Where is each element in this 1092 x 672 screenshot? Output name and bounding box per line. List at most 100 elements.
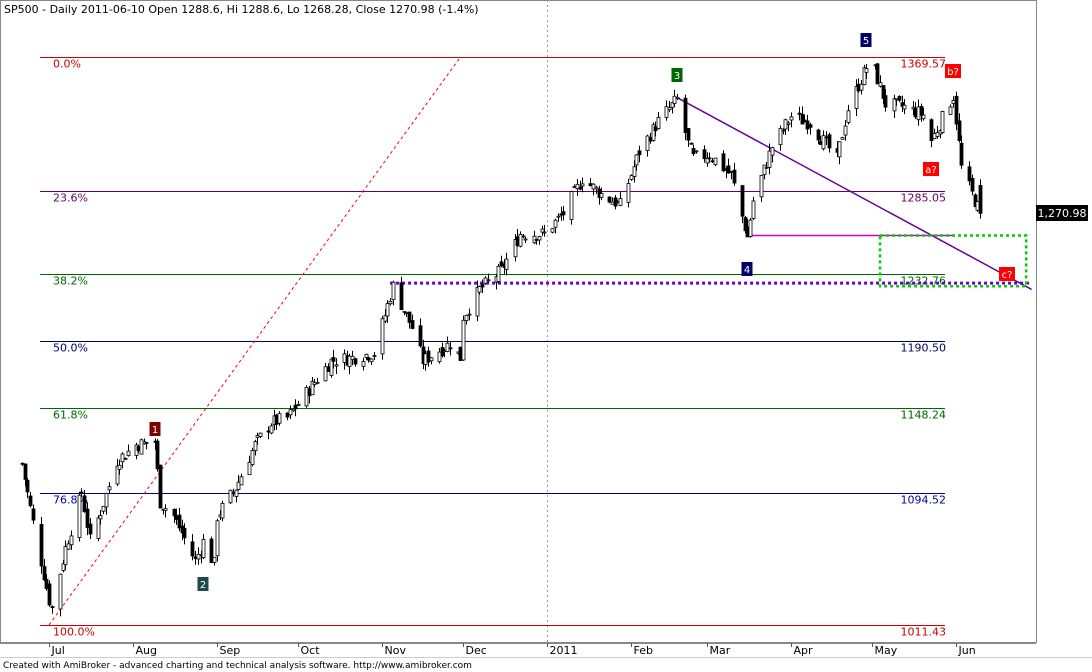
candle bbox=[667, 101, 672, 113]
candle-body-up bbox=[437, 351, 442, 363]
candle bbox=[361, 357, 366, 371]
candle bbox=[190, 534, 195, 561]
fib-level-percent: 0.0% bbox=[53, 58, 81, 71]
candle-body-up bbox=[894, 98, 899, 101]
candle bbox=[878, 75, 883, 88]
candle bbox=[935, 125, 940, 139]
candle-body-up bbox=[789, 116, 794, 121]
candle bbox=[846, 104, 851, 125]
candle bbox=[883, 89, 888, 112]
candle bbox=[201, 533, 206, 559]
wave-label: 1 bbox=[149, 422, 161, 436]
candle-body-up bbox=[63, 546, 68, 566]
chart-title: SP500 - Daily 2011-06-10 Open 1288.6, Hi… bbox=[4, 3, 479, 16]
candle-body-down bbox=[158, 464, 163, 509]
candle bbox=[323, 362, 328, 382]
candle-body-up bbox=[878, 82, 883, 87]
candle bbox=[594, 185, 599, 194]
candle bbox=[751, 196, 756, 221]
candle-body-down bbox=[480, 283, 485, 288]
candle bbox=[629, 174, 634, 181]
candle-body-down bbox=[929, 119, 934, 142]
candle-body-up bbox=[296, 403, 301, 406]
candle bbox=[69, 530, 74, 550]
wave-label-box bbox=[197, 577, 209, 591]
candle-body-down bbox=[174, 515, 179, 520]
candle bbox=[177, 508, 182, 532]
candle bbox=[664, 100, 669, 121]
candle-body-down bbox=[827, 134, 832, 149]
candle-body-up bbox=[786, 122, 791, 125]
candle-body-up bbox=[675, 96, 680, 99]
candle bbox=[580, 177, 585, 193]
candle bbox=[759, 174, 764, 202]
candle bbox=[445, 336, 450, 353]
candle bbox=[212, 556, 217, 566]
candle bbox=[464, 314, 469, 325]
candle-body-up bbox=[948, 106, 953, 115]
candle bbox=[66, 540, 71, 550]
candle-body-down bbox=[686, 128, 691, 141]
x-tick-label: Oct bbox=[301, 644, 321, 657]
candle-body-down bbox=[209, 538, 214, 563]
candle bbox=[959, 135, 964, 169]
candle-body-up bbox=[656, 117, 661, 129]
fib-level-value: 1094.52 bbox=[901, 494, 947, 507]
candle-body-up bbox=[361, 361, 366, 367]
candle-body-up bbox=[139, 439, 144, 455]
candle-body-up bbox=[626, 183, 631, 203]
candle-body-up bbox=[315, 381, 320, 384]
candle bbox=[296, 400, 301, 407]
candle bbox=[954, 91, 959, 131]
candle-body-up bbox=[916, 106, 921, 121]
candle-body-up bbox=[542, 231, 547, 234]
candle-body-down bbox=[88, 523, 93, 535]
candle bbox=[101, 505, 106, 515]
candle bbox=[797, 106, 802, 121]
candle bbox=[82, 489, 87, 513]
candle bbox=[575, 179, 580, 196]
candle-body-up bbox=[821, 135, 826, 150]
candle bbox=[220, 500, 225, 522]
candle bbox=[391, 280, 396, 306]
target-zone-box bbox=[878, 234, 1028, 288]
candle bbox=[975, 200, 980, 212]
candle bbox=[410, 314, 415, 330]
footer-credit: Created with AmiBroker - advanced charti… bbox=[3, 661, 472, 671]
candle bbox=[767, 143, 772, 175]
x-tick-label: Jul bbox=[51, 644, 65, 657]
candle-body-down bbox=[136, 445, 141, 452]
candle bbox=[921, 107, 926, 121]
candle bbox=[591, 183, 596, 196]
candle bbox=[385, 300, 390, 323]
candle bbox=[713, 157, 718, 167]
candle bbox=[748, 218, 753, 238]
candle bbox=[637, 145, 642, 163]
candle bbox=[948, 104, 953, 115]
candle bbox=[79, 488, 84, 497]
fib-level-value: 1011.43 bbox=[901, 626, 947, 639]
candle-body-up bbox=[713, 157, 718, 165]
candle-body-up bbox=[664, 106, 669, 118]
candle-body-up bbox=[117, 464, 122, 470]
candle-body-up bbox=[762, 164, 767, 175]
candle bbox=[31, 504, 36, 525]
candle-body-up bbox=[940, 111, 945, 134]
candle-body-down bbox=[285, 412, 290, 418]
wave-label-text: b? bbox=[947, 67, 959, 78]
candle bbox=[120, 452, 125, 469]
candle bbox=[239, 473, 244, 486]
candle-body-down bbox=[967, 166, 972, 182]
candle bbox=[902, 99, 907, 115]
candle-body-down bbox=[155, 440, 160, 470]
candle-body-up bbox=[234, 489, 239, 497]
candle-body-up bbox=[385, 303, 390, 317]
candle bbox=[158, 464, 163, 509]
candle bbox=[827, 132, 832, 153]
candle-body-up bbox=[212, 556, 217, 563]
fib-level-value: 1148.24 bbox=[901, 409, 947, 422]
candle-body-down bbox=[732, 169, 737, 184]
candle bbox=[123, 457, 128, 460]
candle bbox=[304, 385, 309, 408]
candle-body-down bbox=[293, 404, 298, 410]
